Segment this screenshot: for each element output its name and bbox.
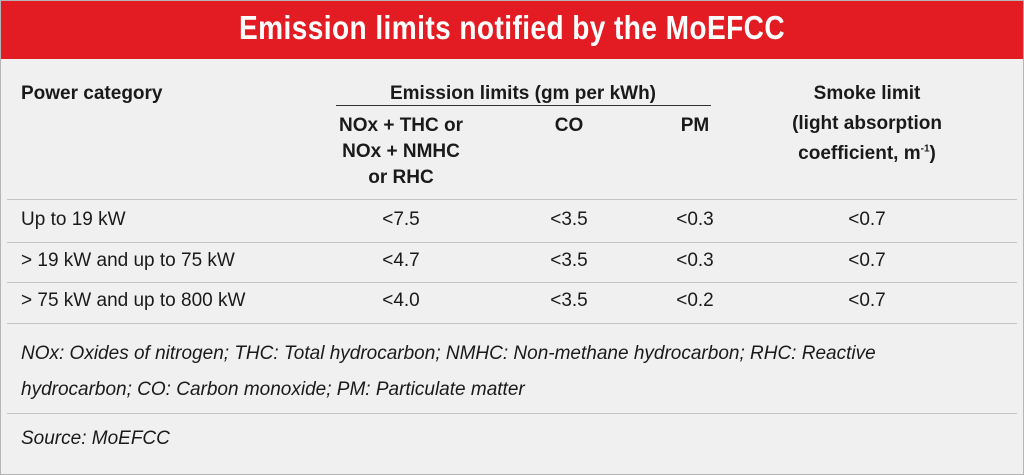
row-divider: [7, 282, 1017, 283]
table-cell: <3.5: [550, 249, 588, 271]
header-text: ): [929, 143, 936, 164]
header-text: coefficient, m: [798, 143, 921, 164]
table-cell: <0.7: [848, 249, 886, 271]
table-cell: <0.2: [676, 290, 714, 311]
row-divider: [7, 322, 1017, 324]
note: NOx: Oxides of nitrogen; THC: Total hydr…: [21, 343, 876, 364]
header-cell: or RHC: [368, 167, 434, 188]
note: hydrocarbon; CO: Carbon monoxide; PM: Pa…: [21, 379, 525, 400]
table-cell: <4.0: [382, 290, 420, 311]
table-cell: <0.3: [676, 209, 714, 230]
header-cell: NOx + THC or: [338, 115, 464, 136]
source: Source: MoEFCC: [21, 428, 170, 449]
table-cell: <0.7: [848, 290, 886, 311]
header-cell: coefficient, m-1): [798, 141, 936, 167]
table-cell: > 19 kW and up to 75 kW: [21, 249, 235, 271]
table-cell: <0.3: [676, 249, 714, 271]
header-cell: (light absorption: [792, 113, 942, 134]
superscript: -1: [920, 143, 930, 155]
table-cell: > 75 kW and up to 800 kW: [21, 290, 246, 311]
table-cell: <4.7: [382, 249, 420, 271]
table-cell: <7.5: [382, 209, 420, 230]
table-cell: <0.7: [848, 209, 886, 230]
header-group: Emission limits (gm per kWh): [389, 83, 657, 104]
row-divider: [7, 241, 1017, 243]
table-cell: Up to 19 kW: [21, 209, 126, 230]
title: Emission limits notified by the MoEFCC: [238, 9, 786, 46]
group-underline: [336, 105, 711, 106]
row-divider: [7, 413, 1017, 414]
title-bar: Emission limits notified by the MoEFCC: [1, 1, 1023, 59]
header-cell: Power category: [21, 83, 163, 104]
table-cell: <3.5: [550, 290, 588, 311]
header-cell: NOx + NMHC: [342, 141, 460, 162]
header-cell: Smoke limit: [813, 83, 921, 104]
row-divider: [7, 199, 1017, 200]
header-cell: PM: [680, 115, 710, 136]
table-cell: <3.5: [550, 209, 588, 230]
header-cell: CO: [554, 115, 584, 136]
